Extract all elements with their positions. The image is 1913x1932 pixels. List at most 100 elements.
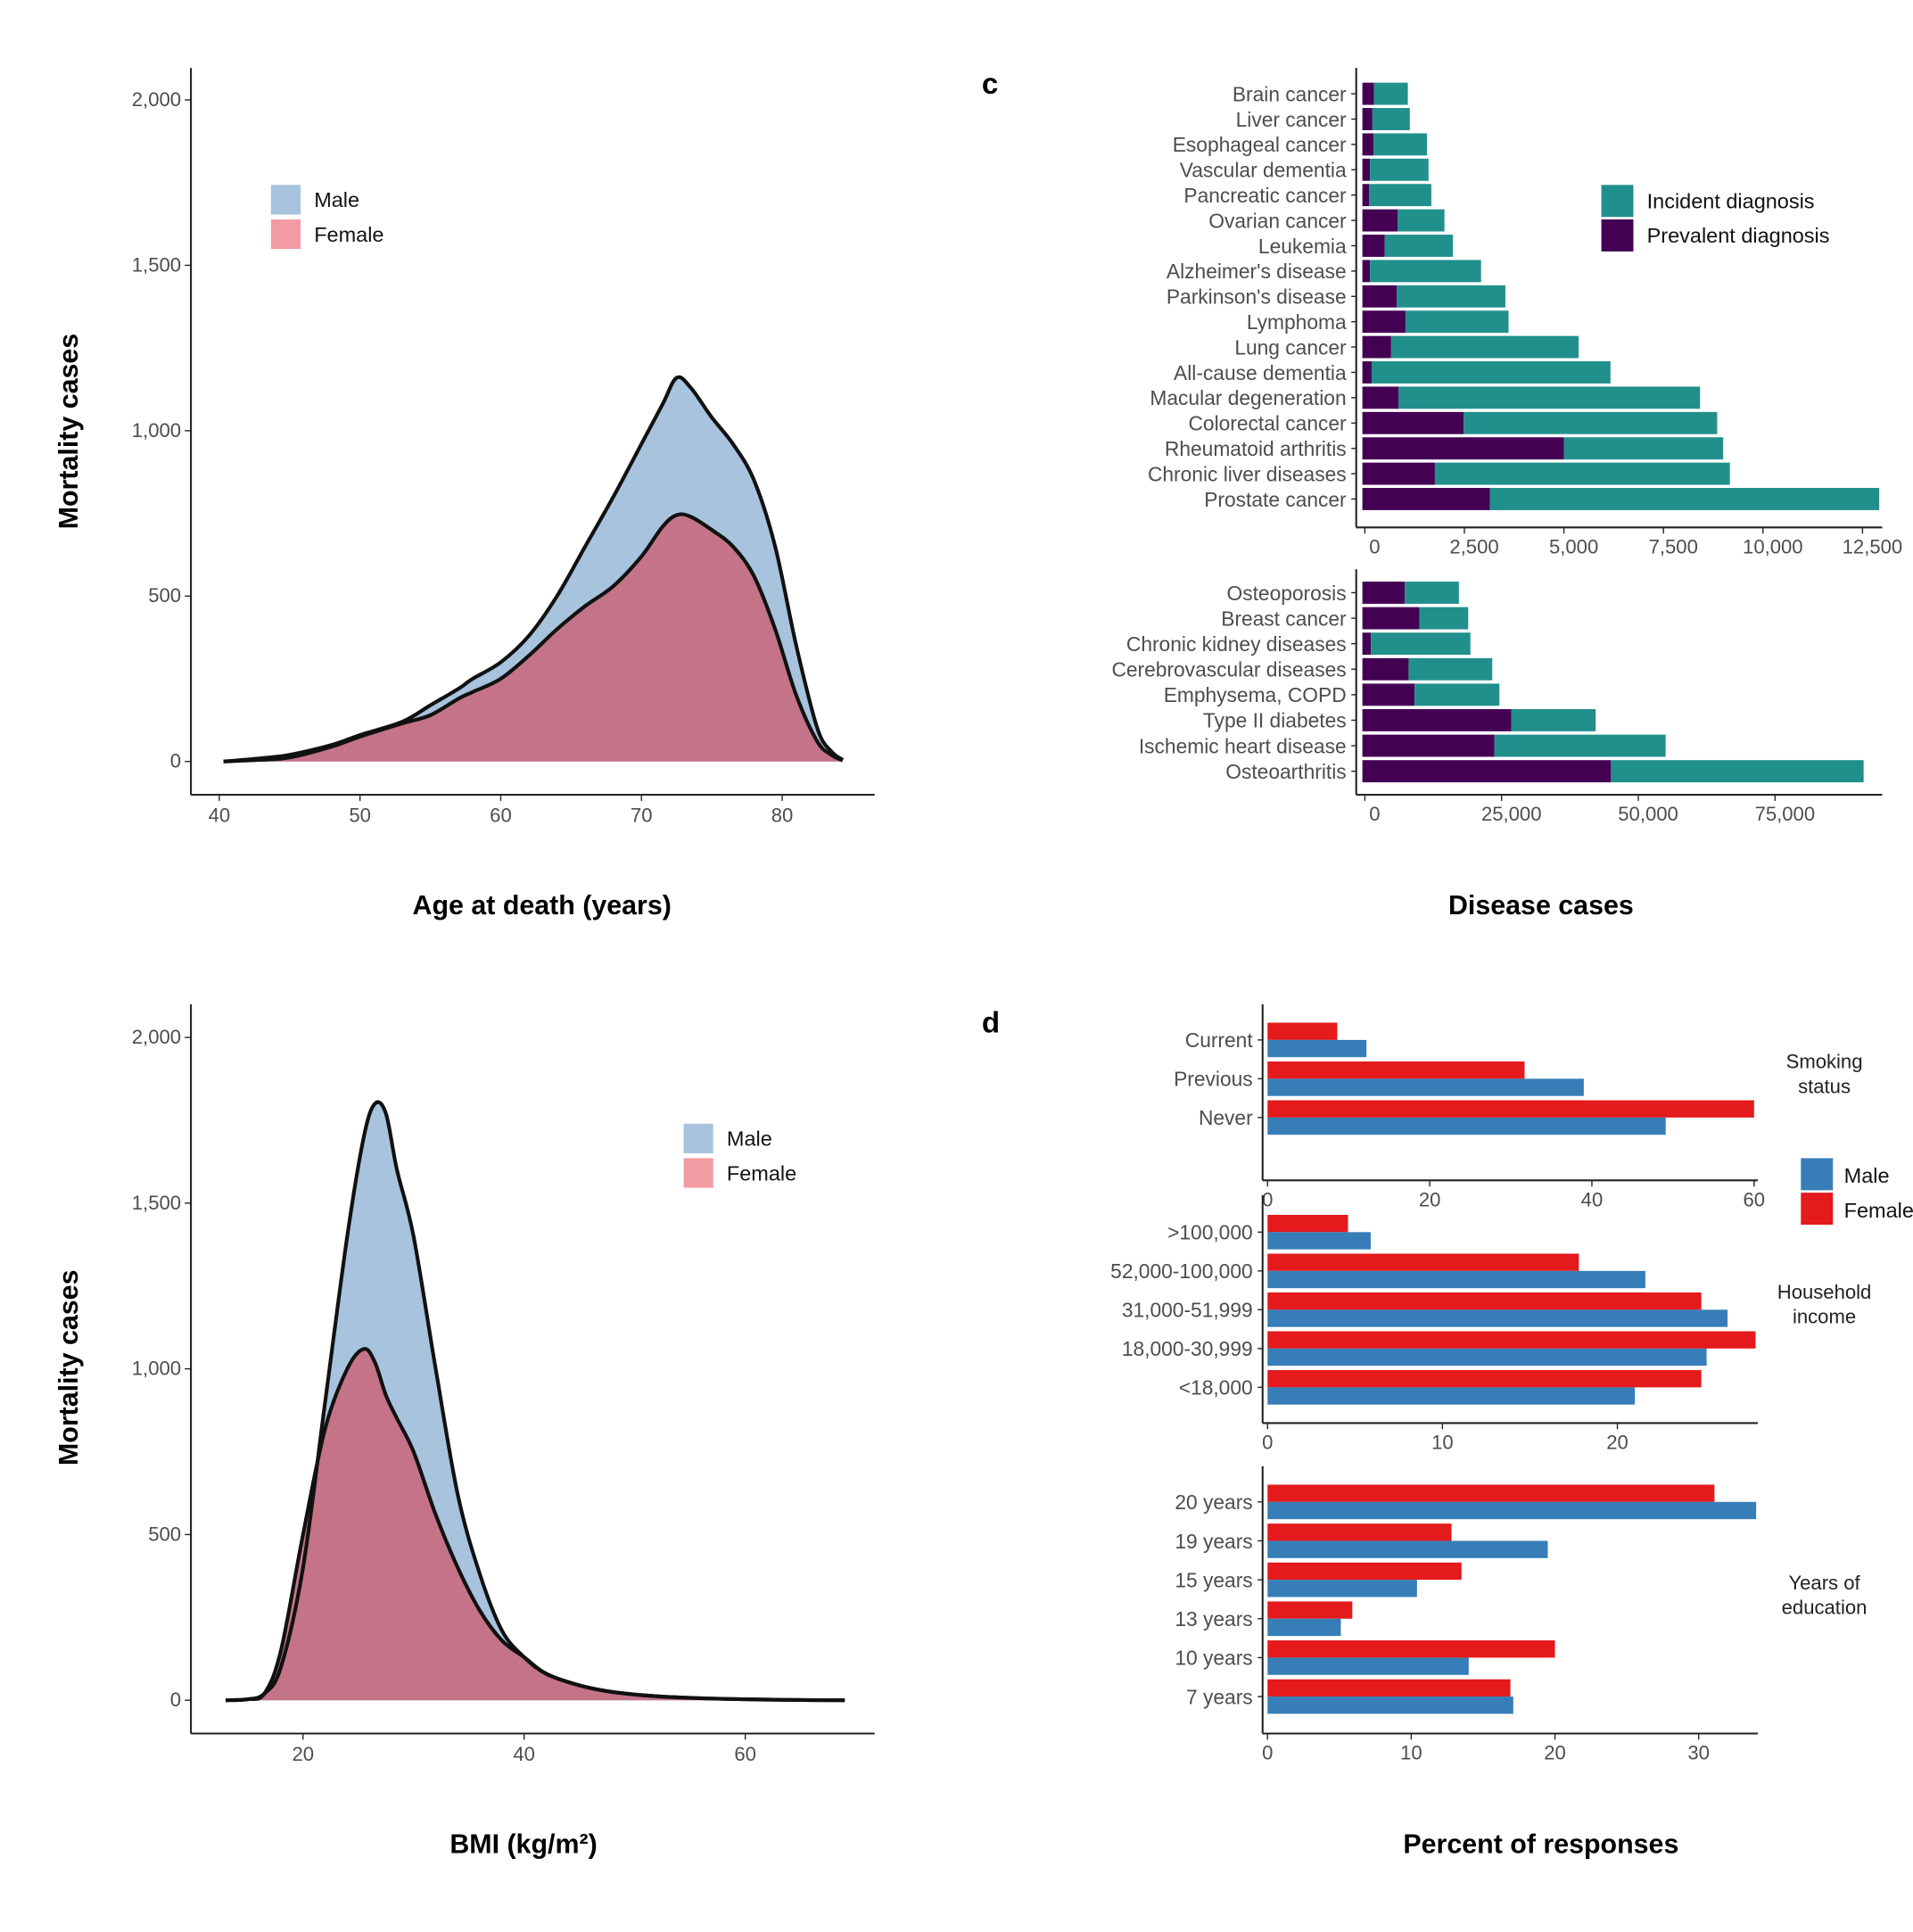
c-category-label: Breast cancer <box>1221 607 1347 630</box>
c-bar-prevalent <box>1362 133 1374 156</box>
d-bar-female <box>1267 1215 1348 1233</box>
c-bar-incident <box>1373 133 1428 156</box>
c-bar-incident <box>1384 235 1454 257</box>
c-category-label: Liver cancer <box>1236 108 1347 131</box>
c-bar-prevalent <box>1362 734 1495 757</box>
d-facet-label: Smoking <box>1786 1051 1863 1073</box>
c-category-label: Osteoarthritis <box>1225 760 1346 783</box>
c-category-label: Ovarian cancer <box>1208 209 1347 232</box>
c-bar-incident <box>1408 657 1493 681</box>
bmi-legend-label-male: Male <box>727 1127 772 1151</box>
c-legend-key <box>1601 185 1634 218</box>
d-bar-female <box>1267 1331 1756 1349</box>
d-facet-label: Years of <box>1788 1572 1860 1594</box>
c-bar-prevalent <box>1362 235 1385 257</box>
bmi-x-axis-title: BMI (kg/m²) <box>449 1829 597 1859</box>
c-category-label: All-cause dementia <box>1174 361 1347 384</box>
c-category-label: Parkinson's disease <box>1167 285 1347 309</box>
d-bar-female <box>1267 1061 1525 1079</box>
c-category-label: Colorectal cancer <box>1188 412 1347 435</box>
c-bar-incident <box>1371 361 1611 384</box>
c-x-tick-label: 5,000 <box>1549 535 1598 557</box>
age-y-tick-label: 0 <box>170 750 181 772</box>
c-bar-prevalent <box>1362 209 1398 232</box>
c-category-label: Chronic kidney diseases <box>1126 632 1347 656</box>
d-bar-male <box>1267 1618 1341 1637</box>
d-category-label: Previous <box>1174 1068 1253 1091</box>
age-y-tick-label: 500 <box>148 584 181 607</box>
c-bar-prevalent <box>1362 260 1371 283</box>
d-bar-female <box>1267 1562 1462 1581</box>
c-bar-prevalent <box>1362 709 1512 731</box>
d-facet-label: income <box>1793 1306 1856 1328</box>
c-category-label: Pancreatic cancer <box>1183 184 1347 207</box>
c-bar-incident <box>1397 285 1505 308</box>
d-bar-male <box>1267 1657 1469 1675</box>
c-bar-incident <box>1489 488 1880 510</box>
d-facet-label: Household <box>1777 1281 1872 1303</box>
d-x-tick-label: 40 <box>1581 1188 1604 1210</box>
age-legend-key-female <box>270 219 301 250</box>
c-bar-prevalent <box>1362 683 1415 706</box>
c-bar-prevalent <box>1362 158 1371 181</box>
panel-d-responses: Current Previous Never 0 20 40 60 Smokingstatus… <box>1110 1003 1913 1763</box>
d-bar-female <box>1267 1253 1579 1271</box>
c-category-label: Prostate cancer <box>1204 488 1347 511</box>
d-x-tick-label: 0 <box>1262 1431 1273 1453</box>
bmi-y-tick-label: 500 <box>148 1523 181 1545</box>
c-category-label: Esophageal cancer <box>1173 133 1347 156</box>
d-bar-male <box>1267 1117 1666 1135</box>
panel-d-label: d <box>982 1007 1000 1040</box>
bmi-x-tick-label: 40 <box>513 1743 535 1765</box>
d-category-label: Never <box>1199 1106 1253 1129</box>
d-category-label: Current <box>1185 1028 1254 1052</box>
d-bar-female <box>1267 1370 1702 1388</box>
panel-age-density: 0 500 1,000 1,500 2,000 40 50 60 70 80 Male Female <box>132 68 875 826</box>
c-bar-incident <box>1563 437 1724 460</box>
d-bar-male <box>1267 1540 1548 1558</box>
age-y-tick-label: 1,500 <box>132 253 181 276</box>
age-legend-label-male: Male <box>314 188 359 211</box>
d-category-label: 19 years <box>1175 1530 1252 1553</box>
age-area-female <box>223 514 843 762</box>
d-legend-label: Male <box>1844 1164 1890 1187</box>
d-legend-key <box>1801 1158 1834 1191</box>
c-bar-prevalent <box>1362 488 1490 510</box>
c-bar-incident <box>1397 209 1445 232</box>
c-category-label: Rheumatoid arthritis <box>1165 437 1347 460</box>
d-bar-female <box>1267 1484 1715 1502</box>
d-bar-male <box>1267 1078 1584 1096</box>
c-bar-prevalent <box>1362 285 1398 308</box>
c-bar-incident <box>1370 260 1481 283</box>
c-bar-incident <box>1511 709 1596 731</box>
c-x-tick-label: 2,500 <box>1449 535 1498 557</box>
bmi-area-female <box>226 1349 845 1701</box>
d-category-label: 10 years <box>1175 1647 1252 1670</box>
c-x-tick-label: 75,000 <box>1755 803 1816 825</box>
age-x-tick-label: 40 <box>209 804 231 826</box>
c-bar-prevalent <box>1362 108 1373 130</box>
c-bar-prevalent <box>1362 582 1406 604</box>
c-bar-incident <box>1414 683 1500 706</box>
c-bar-incident <box>1494 734 1666 757</box>
c-category-label: Lung cancer <box>1234 335 1347 359</box>
c-bar-prevalent <box>1362 184 1370 207</box>
d-bar-male <box>1267 1232 1371 1250</box>
c-bar-incident <box>1398 386 1701 409</box>
d-category-label: 7 years <box>1186 1685 1253 1708</box>
d-category-label: 20 years <box>1175 1490 1252 1514</box>
percent-x-axis-title: Percent of responses <box>1403 1829 1678 1859</box>
c-bar-incident <box>1611 760 1864 783</box>
c-bar-incident <box>1371 632 1471 656</box>
c-bar-incident <box>1405 310 1509 334</box>
bmi-legend-key-male <box>683 1123 713 1153</box>
c-legend-label: Incident diagnosis <box>1647 190 1815 213</box>
bmi-y-tick-label: 1,000 <box>132 1358 181 1380</box>
c-bar-prevalent <box>1362 310 1406 334</box>
c-bar-prevalent <box>1362 361 1372 384</box>
c-category-label: Alzheimer's disease <box>1167 260 1347 283</box>
c-x-tick-label: 7,500 <box>1649 535 1698 557</box>
c-bar-prevalent <box>1362 462 1435 485</box>
